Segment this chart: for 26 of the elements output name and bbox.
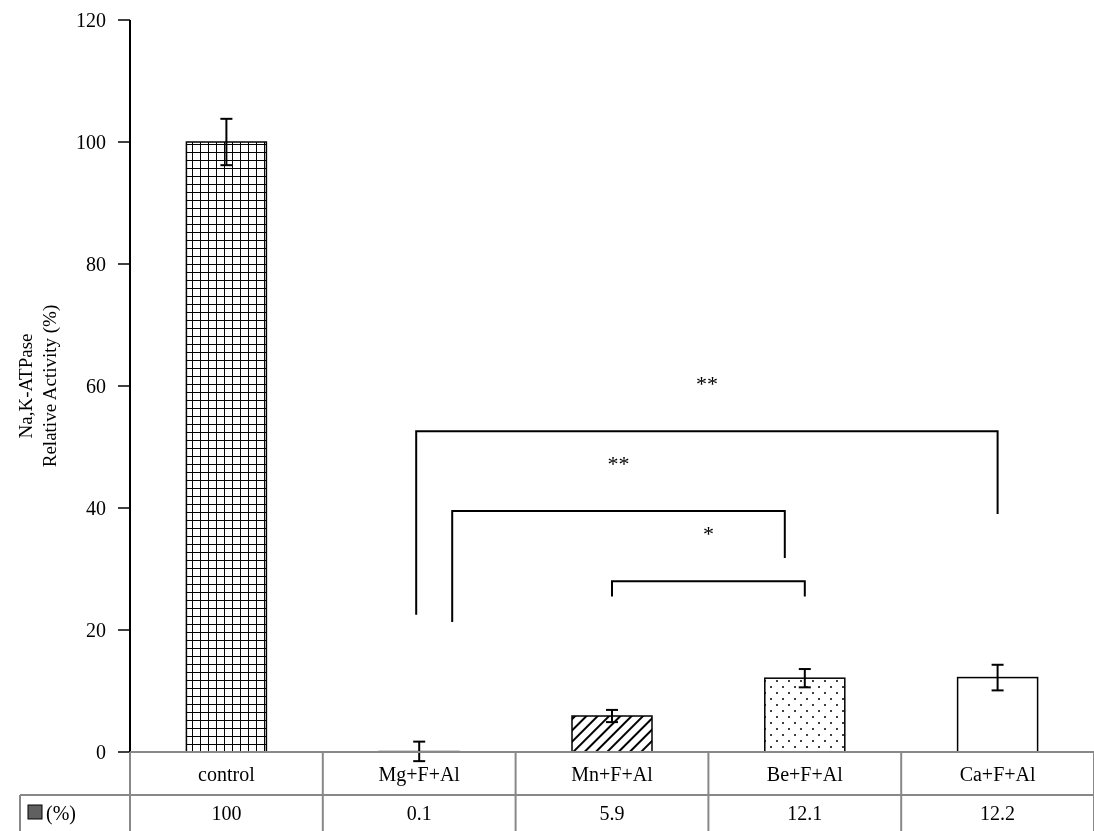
bar [571, 715, 653, 753]
data-label: 0.1 [406, 802, 432, 824]
data-label: 12.2 [980, 802, 1016, 824]
y-tick-label: 120 [76, 9, 106, 31]
x-tick-label: Be+F+Al [766, 762, 844, 785]
data-label: 12.1 [787, 802, 823, 824]
y-tick-label: 60 [86, 375, 106, 397]
y-tick-label: 20 [86, 619, 106, 641]
annotation: * [702, 521, 714, 547]
y-tick-label: 0 [96, 741, 106, 763]
x-tick-label: Ca+F+Al [959, 762, 1036, 785]
x-tick-label: control [198, 762, 256, 785]
y-tick-label: 40 [86, 497, 106, 519]
y-tick-label: 80 [86, 253, 106, 275]
bar [185, 141, 268, 753]
legend-title: (%) [46, 802, 76, 825]
y-axis-title: Na,K-ATPase Relative Activity (%) [15, 304, 61, 468]
annotation: ** [695, 371, 718, 397]
y-tick-label: 100 [76, 131, 106, 153]
x-tick-label: Mg+F+Al [378, 762, 461, 786]
annotation: ** [607, 451, 630, 477]
data-label: 5.9 [599, 802, 625, 824]
bar [956, 676, 1039, 753]
data-label: 100 [211, 802, 242, 824]
x-tick-label: Mn+F+Al [571, 762, 654, 785]
bar [764, 677, 846, 753]
